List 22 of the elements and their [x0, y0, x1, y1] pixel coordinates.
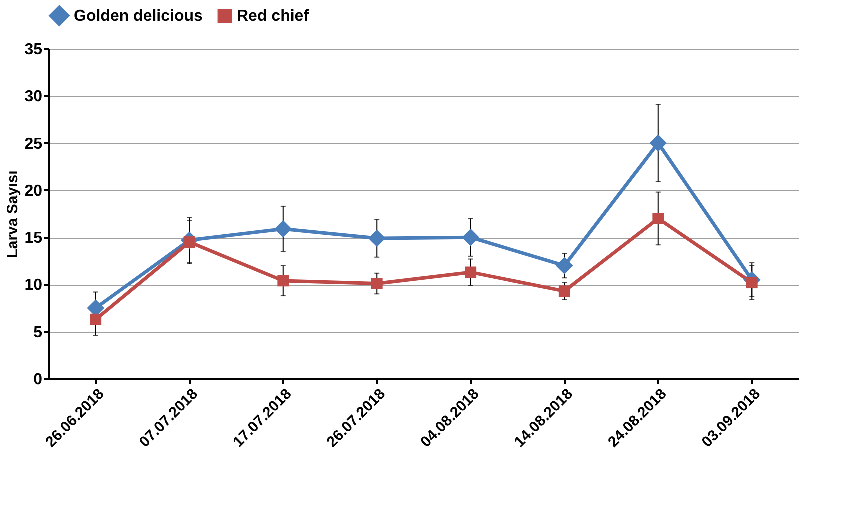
- point: [371, 278, 383, 290]
- y-tick-label: 30: [24, 88, 43, 106]
- y-tick-label: 5: [34, 324, 43, 342]
- legend-label: Golden delicious: [74, 8, 204, 25]
- y-tick-label: 35: [24, 42, 43, 58]
- point: [465, 266, 477, 278]
- y-tick-label: 10: [24, 277, 43, 294]
- point: [558, 286, 570, 298]
- y-axis-title: Larva Sayısı: [4, 170, 22, 258]
- point: [90, 314, 102, 326]
- point: [652, 213, 664, 224]
- point: [368, 230, 386, 248]
- point: [462, 228, 480, 246]
- y-tick-label: 15: [24, 230, 43, 248]
- y-tick-label: 25: [24, 136, 43, 153]
- y-tick-label: 0: [34, 372, 43, 388]
- y-tick-label: 20: [24, 182, 43, 200]
- point: [278, 275, 290, 287]
- legend-label: Red chief: [237, 8, 310, 26]
- point: [650, 134, 668, 152]
- point: [274, 220, 292, 238]
- point: [556, 257, 574, 275]
